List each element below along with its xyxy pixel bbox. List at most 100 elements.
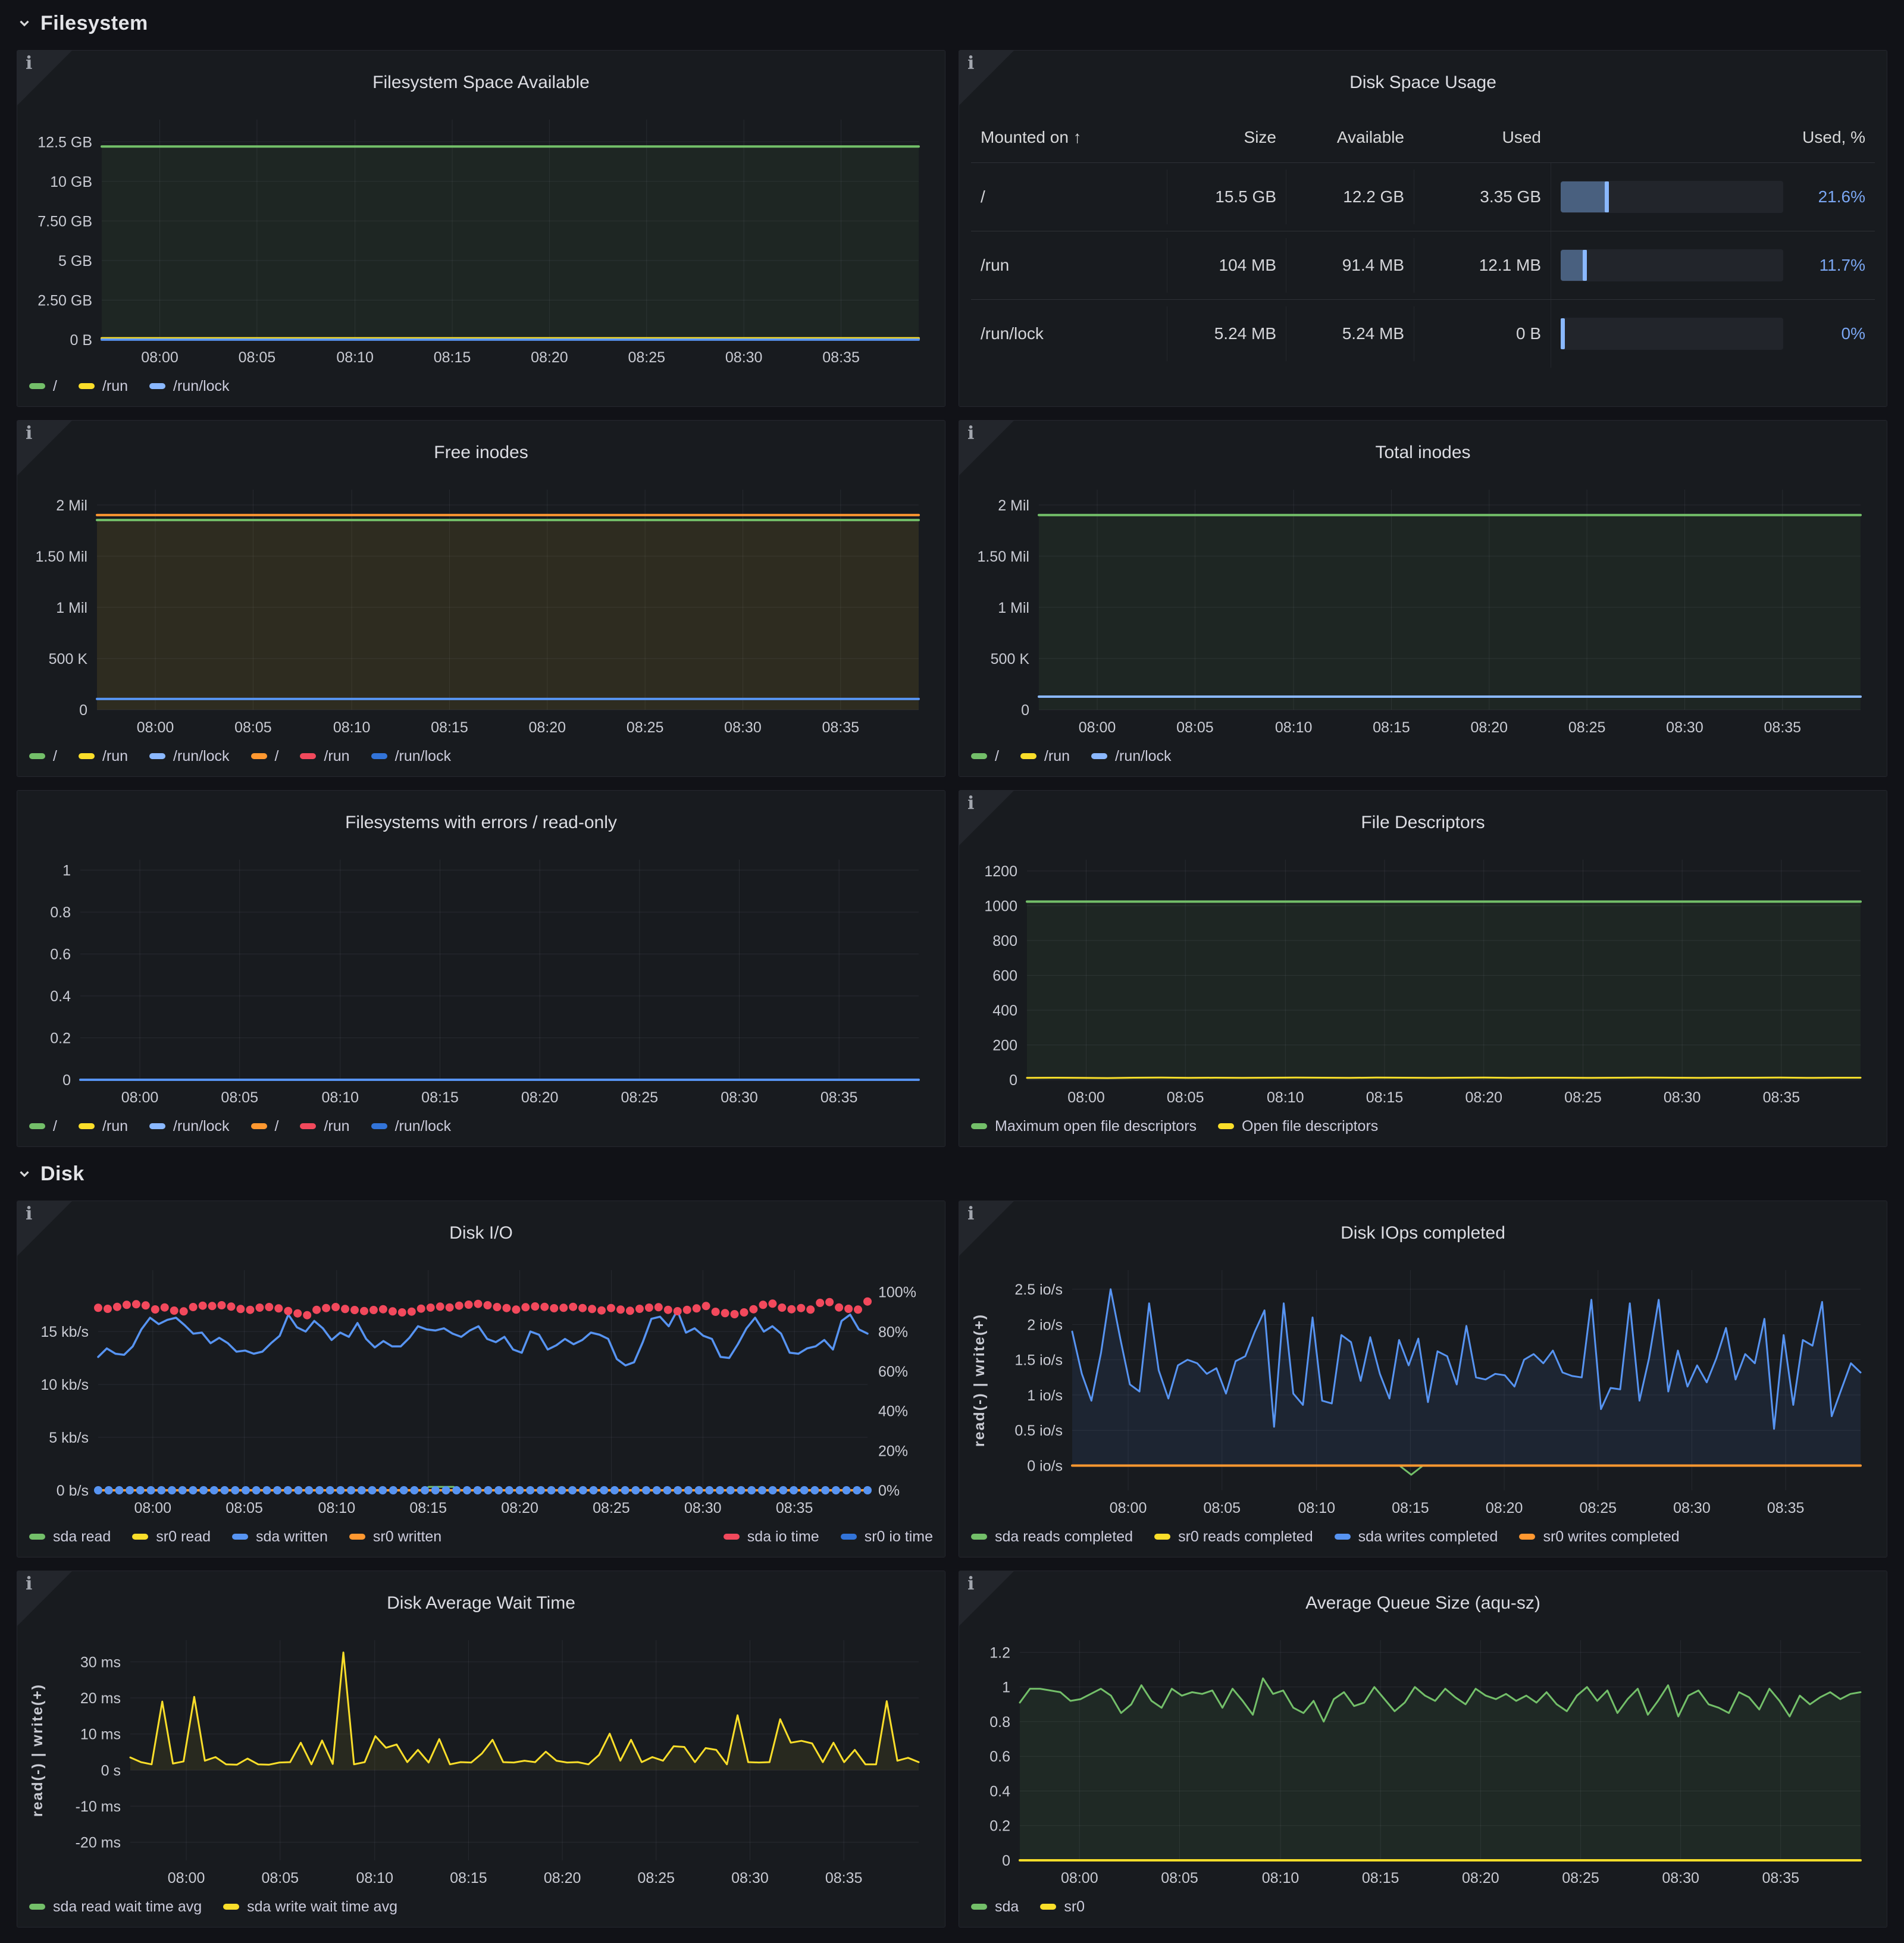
legend-item[interactable]: /: [29, 378, 57, 395]
legend-item[interactable]: sda write wait time avg: [223, 1898, 397, 1916]
legend-item[interactable]: sda writes completed: [1334, 1528, 1498, 1546]
legend-item[interactable]: /: [29, 1118, 57, 1135]
legend-label: /: [274, 1117, 279, 1135]
data-point: [663, 1305, 672, 1314]
legend-item[interactable]: /run: [78, 378, 128, 395]
legend-item[interactable]: /run/lock: [149, 1118, 230, 1135]
data-point: [835, 1303, 844, 1312]
legend-item[interactable]: sda written: [232, 1528, 328, 1546]
legend-item[interactable]: sda reads completed: [971, 1528, 1133, 1546]
legend-item[interactable]: sr0 reads completed: [1154, 1528, 1313, 1546]
legend-item[interactable]: sda: [971, 1898, 1019, 1916]
legend-item[interactable]: sda read: [29, 1528, 111, 1546]
legend-label: /: [53, 747, 57, 764]
data-point: [694, 1486, 703, 1494]
data-point: [831, 1486, 840, 1494]
x-axis-label: 08:20: [1462, 1870, 1499, 1886]
chart-canvas[interactable]: 08:00 08:05 08:10 08:15 08:20 08:25 08:30 08:35…: [967, 481, 1878, 738]
x-axis-label: 08:15: [1366, 1089, 1404, 1106]
usage-bar-track: [1561, 317, 1783, 350]
column-header[interactable]: Available: [1336, 127, 1404, 146]
x-axis-label: 08:10: [333, 719, 371, 736]
chart-canvas[interactable]: 08:00 08:05 08:10 08:15 08:20 08:25 08:30 08:35…: [26, 851, 937, 1108]
chart-canvas[interactable]: 08:00 08:05 08:10 08:15 08:20 08:25 08:30 08:35…: [967, 851, 1878, 1108]
data-point: [126, 1486, 134, 1494]
legend-item[interactable]: /run/lock: [149, 378, 230, 395]
legend-swatch: [250, 753, 267, 759]
data-point: [246, 1305, 255, 1314]
legend-item[interactable]: Open file descriptors: [1218, 1118, 1378, 1135]
legend-item[interactable]: Maximum open file descriptors: [971, 1118, 1197, 1135]
legend-label: /run/lock: [1115, 747, 1172, 764]
legend-label: sr0 written: [372, 1528, 442, 1545]
column-header[interactable]: Used: [1502, 127, 1541, 146]
legend-item[interactable]: /run/lock: [149, 748, 230, 765]
chart-canvas[interactable]: 08:00 08:05 08:10 08:15 08:20 08:25 08:30 08:35…: [967, 1262, 1878, 1519]
legend-swatch: [349, 1534, 365, 1540]
panel-title: Average Queue Size (aqu-sz): [1305, 1593, 1540, 1613]
legend-item[interactable]: sr0 io time: [840, 1528, 933, 1546]
legend-item[interactable]: /: [250, 1117, 279, 1135]
section-header-disk[interactable]: Disk: [17, 1160, 1887, 1187]
legend-group: sda read sr0 read sda written sr0 written: [29, 1528, 441, 1546]
legend-item[interactable]: sr0 writes completed: [1519, 1528, 1680, 1546]
chart-canvas[interactable]: 08:00 08:05 08:10 08:15 08:20 08:25 08:30 08:35…: [26, 481, 937, 738]
legend-group: / /run/run/lock / /run/run/lock: [29, 748, 451, 765]
legend-label: /run: [102, 1117, 129, 1135]
y-axis-label: 1: [1002, 1679, 1010, 1696]
data-point: [112, 1302, 121, 1311]
legend-item[interactable]: sr0 written: [349, 1528, 441, 1546]
data-point: [178, 1486, 187, 1494]
legend-item[interactable]: /run: [78, 1117, 129, 1135]
panel-title: Free inodes: [434, 442, 528, 462]
legend-item[interactable]: /run/lock: [371, 748, 451, 765]
data-point: [797, 1303, 806, 1312]
data-point: [559, 1303, 568, 1312]
section-header-filesystem[interactable]: Filesystem: [17, 10, 1887, 37]
right-axis-label: 100%: [878, 1284, 916, 1300]
x-axis-label: 08:25: [593, 1500, 630, 1516]
legend-item[interactable]: sda io time: [723, 1528, 819, 1546]
y-axis-label: 7.50 GB: [37, 213, 92, 230]
y-axis-label: 2.50 GB: [37, 292, 92, 309]
data-point: [94, 1486, 102, 1494]
legend-item[interactable]: /run/lock: [371, 1118, 451, 1135]
legend-item[interactable]: /: [250, 748, 278, 765]
chart-canvas[interactable]: 08:00 08:05 08:10 08:15 08:20 08:25 08:30 08:35…: [26, 1262, 937, 1519]
legend-item[interactable]: /run: [1020, 748, 1070, 765]
panel-file-descriptors: i File Descriptors 08:00 08:05 08:10 08:15 0…: [959, 790, 1887, 1147]
data-point: [217, 1300, 226, 1309]
column-header[interactable]: Size: [1244, 127, 1276, 146]
x-axis-label: 08:35: [1762, 1870, 1799, 1886]
chart-canvas[interactable]: 08:00 08:05 08:10 08:15 08:20 08:25 08:30 08:35…: [26, 1632, 937, 1889]
legend-item[interactable]: sr0: [1040, 1898, 1085, 1916]
y-axis-label: 500 K: [49, 651, 88, 667]
chart-canvas[interactable]: 08:00 08:05 08:10 08:15 08:20 08:25 08:30 08:35…: [26, 111, 937, 368]
series-line: [1071, 1464, 1862, 1476]
column-header[interactable]: Used, %: [1802, 127, 1865, 146]
data-point: [315, 1486, 324, 1494]
legend-item[interactable]: sr0 read: [132, 1528, 211, 1546]
table-header-row: Mounted on ↑ Size Available Used Used, %: [971, 116, 1875, 162]
column-header[interactable]: Mounted on ↑: [981, 127, 1082, 146]
x-axis-label: 08:05: [226, 1500, 263, 1516]
chart-canvas[interactable]: 08:00 08:05 08:10 08:15 08:20 08:25 08:30 08:35…: [967, 1632, 1878, 1889]
y-axis-label: 0.2: [989, 1818, 1010, 1835]
legend-item[interactable]: sda read wait time avg: [29, 1898, 202, 1916]
legend-item[interactable]: /: [971, 748, 999, 765]
legend-item[interactable]: /: [29, 748, 57, 765]
data-point: [151, 1305, 159, 1314]
x-axis-label: 08:15: [450, 1870, 487, 1886]
data-point: [702, 1302, 710, 1311]
legend-item[interactable]: /run: [78, 748, 128, 765]
legend-item[interactable]: /run: [300, 1118, 350, 1135]
data-point: [416, 1304, 425, 1313]
x-axis-label: 08:10: [356, 1870, 393, 1886]
legend-item[interactable]: /run/lock: [1091, 747, 1172, 765]
x-axis-label: 08:05: [261, 1870, 299, 1886]
legend-item[interactable]: /run: [300, 748, 350, 765]
x-axis-label: 08:10: [322, 1089, 359, 1106]
data-point: [368, 1486, 377, 1494]
data-point: [445, 1303, 454, 1312]
legend-group: sda io time sr0 io time: [723, 1528, 933, 1546]
